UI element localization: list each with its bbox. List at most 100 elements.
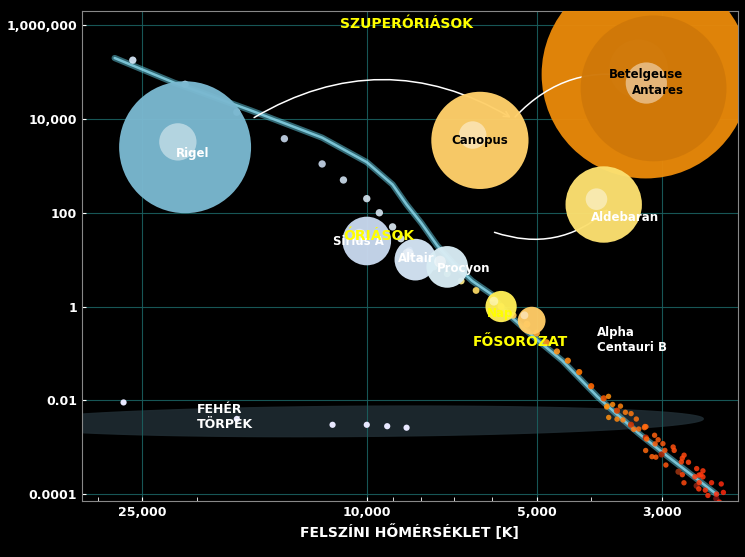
Point — [279, 134, 291, 143]
Text: Aldebaran: Aldebaran — [591, 211, 659, 224]
Point — [551, 347, 563, 356]
Point — [428, 262, 440, 271]
Point — [455, 277, 467, 286]
Point — [611, 414, 623, 423]
Point — [706, 478, 717, 487]
Point — [711, 490, 723, 499]
Point — [668, 443, 679, 452]
Point — [617, 416, 629, 424]
Point — [640, 433, 652, 442]
Text: Alpha
Centauri B: Alpha Centauri B — [597, 326, 668, 354]
Point — [694, 478, 706, 487]
Point — [373, 208, 385, 217]
Point — [678, 451, 690, 460]
Point — [387, 222, 399, 231]
Point — [695, 470, 707, 479]
Point — [541, 338, 553, 347]
Point — [711, 499, 723, 508]
Point — [401, 423, 413, 432]
Point — [641, 434, 653, 443]
Point — [682, 458, 694, 467]
Point — [172, 138, 184, 146]
Point — [337, 175, 349, 184]
Point — [697, 466, 709, 475]
Point — [507, 311, 519, 320]
Point — [689, 472, 701, 481]
Point — [639, 422, 651, 431]
Point — [717, 488, 729, 497]
Point — [127, 56, 139, 65]
Point — [416, 255, 428, 264]
Point — [697, 472, 709, 481]
Point — [441, 269, 453, 278]
Point — [179, 143, 191, 152]
Point — [656, 450, 668, 459]
Point — [410, 255, 422, 264]
Point — [625, 409, 637, 418]
Point — [673, 467, 685, 476]
Polygon shape — [7, 406, 703, 437]
Point — [625, 421, 637, 429]
Point — [630, 414, 642, 423]
Point — [118, 398, 130, 407]
Point — [640, 422, 652, 431]
Text: Sirius A: Sirius A — [332, 235, 384, 248]
Point — [179, 80, 191, 89]
Point — [611, 406, 623, 415]
Point — [649, 439, 661, 448]
Text: SZUPERÓRIÁSOK: SZUPERÓRIÁSOK — [340, 17, 473, 31]
Point — [381, 422, 393, 431]
Point — [691, 481, 703, 490]
Point — [628, 425, 640, 434]
Point — [647, 84, 659, 93]
Point — [633, 424, 644, 433]
Point — [441, 262, 453, 271]
Point — [231, 108, 243, 116]
Point — [562, 356, 574, 365]
Point — [395, 234, 407, 243]
Point — [649, 431, 661, 439]
Point — [638, 423, 650, 432]
Point — [601, 402, 613, 411]
Text: Rigel: Rigel — [176, 148, 209, 160]
Point — [693, 485, 705, 494]
Point — [603, 392, 615, 401]
Point — [597, 200, 609, 209]
Point — [693, 471, 705, 480]
Point — [521, 320, 533, 329]
Point — [646, 452, 658, 461]
Point — [316, 159, 328, 168]
Point — [470, 286, 482, 295]
Text: Canopus: Canopus — [451, 134, 508, 147]
Point — [641, 79, 653, 87]
Point — [361, 194, 372, 203]
Point — [700, 486, 711, 495]
Point — [488, 297, 500, 306]
Point — [495, 302, 507, 311]
Point — [652, 435, 664, 444]
Point — [573, 368, 585, 377]
Point — [668, 446, 680, 455]
Point — [402, 250, 414, 259]
Point — [640, 446, 652, 455]
Point — [526, 316, 538, 325]
Point — [676, 470, 688, 479]
Point — [676, 454, 688, 463]
Point — [659, 446, 670, 455]
Point — [486, 294, 498, 302]
Point — [678, 478, 690, 487]
Point — [676, 457, 688, 466]
Point — [530, 329, 542, 338]
Point — [650, 453, 662, 462]
Point — [434, 257, 446, 266]
Point — [361, 421, 372, 429]
Text: FEHÉR
TÖRPÉK: FEHÉR TÖRPÉK — [197, 403, 253, 431]
Point — [691, 464, 703, 473]
Text: FŐSOROZAT: FŐSOROZAT — [472, 335, 568, 349]
Point — [495, 302, 507, 311]
Point — [354, 231, 366, 240]
Point — [702, 491, 714, 500]
Point — [715, 480, 727, 488]
Point — [600, 403, 612, 412]
Point — [474, 136, 486, 145]
